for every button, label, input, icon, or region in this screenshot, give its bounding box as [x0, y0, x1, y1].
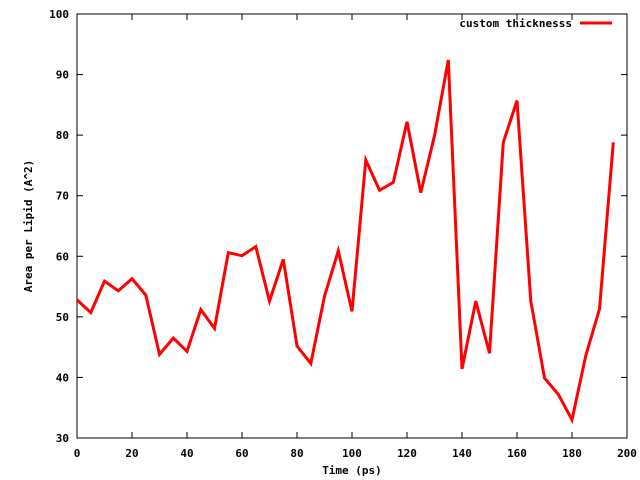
series-line: [75, 59, 615, 425]
y-tick-label: 30: [56, 432, 69, 445]
x-tick-label: 120: [397, 447, 417, 460]
x-tick-label: 160: [507, 447, 527, 460]
x-tick-label: 100: [342, 447, 362, 460]
x-axis-label: Time (ps): [322, 464, 382, 477]
x-tick-label: 180: [562, 447, 582, 460]
y-tick-label: 90: [56, 69, 69, 82]
x-tick-label: 20: [125, 447, 138, 460]
x-tick-label: 200: [617, 447, 637, 460]
x-tick-label: 80: [290, 447, 303, 460]
x-tick-label: 0: [74, 447, 81, 460]
y-axis-label: Area per Lipid (A^2): [22, 160, 35, 292]
x-tick-label: 60: [235, 447, 248, 460]
y-tick-label: 80: [56, 129, 69, 142]
x-tick-label: 140: [452, 447, 472, 460]
y-tick-label: 100: [49, 8, 69, 21]
y-tick-label: 70: [56, 190, 69, 203]
x-axis: 0 20 40 60 80 100 120 140 160 180 200: [74, 14, 637, 460]
y-tick-label: 50: [56, 311, 69, 324]
series-layer: [75, 59, 615, 425]
legend-label: custom thicknesss: [459, 17, 572, 30]
x-tick-label: 40: [180, 447, 193, 460]
y-axis: 30 40 50 60 70 80 90 100: [49, 8, 627, 445]
legend: custom thicknesss: [459, 17, 612, 30]
y-tick-label: 40: [56, 371, 69, 384]
y-tick-label: 60: [56, 250, 69, 263]
